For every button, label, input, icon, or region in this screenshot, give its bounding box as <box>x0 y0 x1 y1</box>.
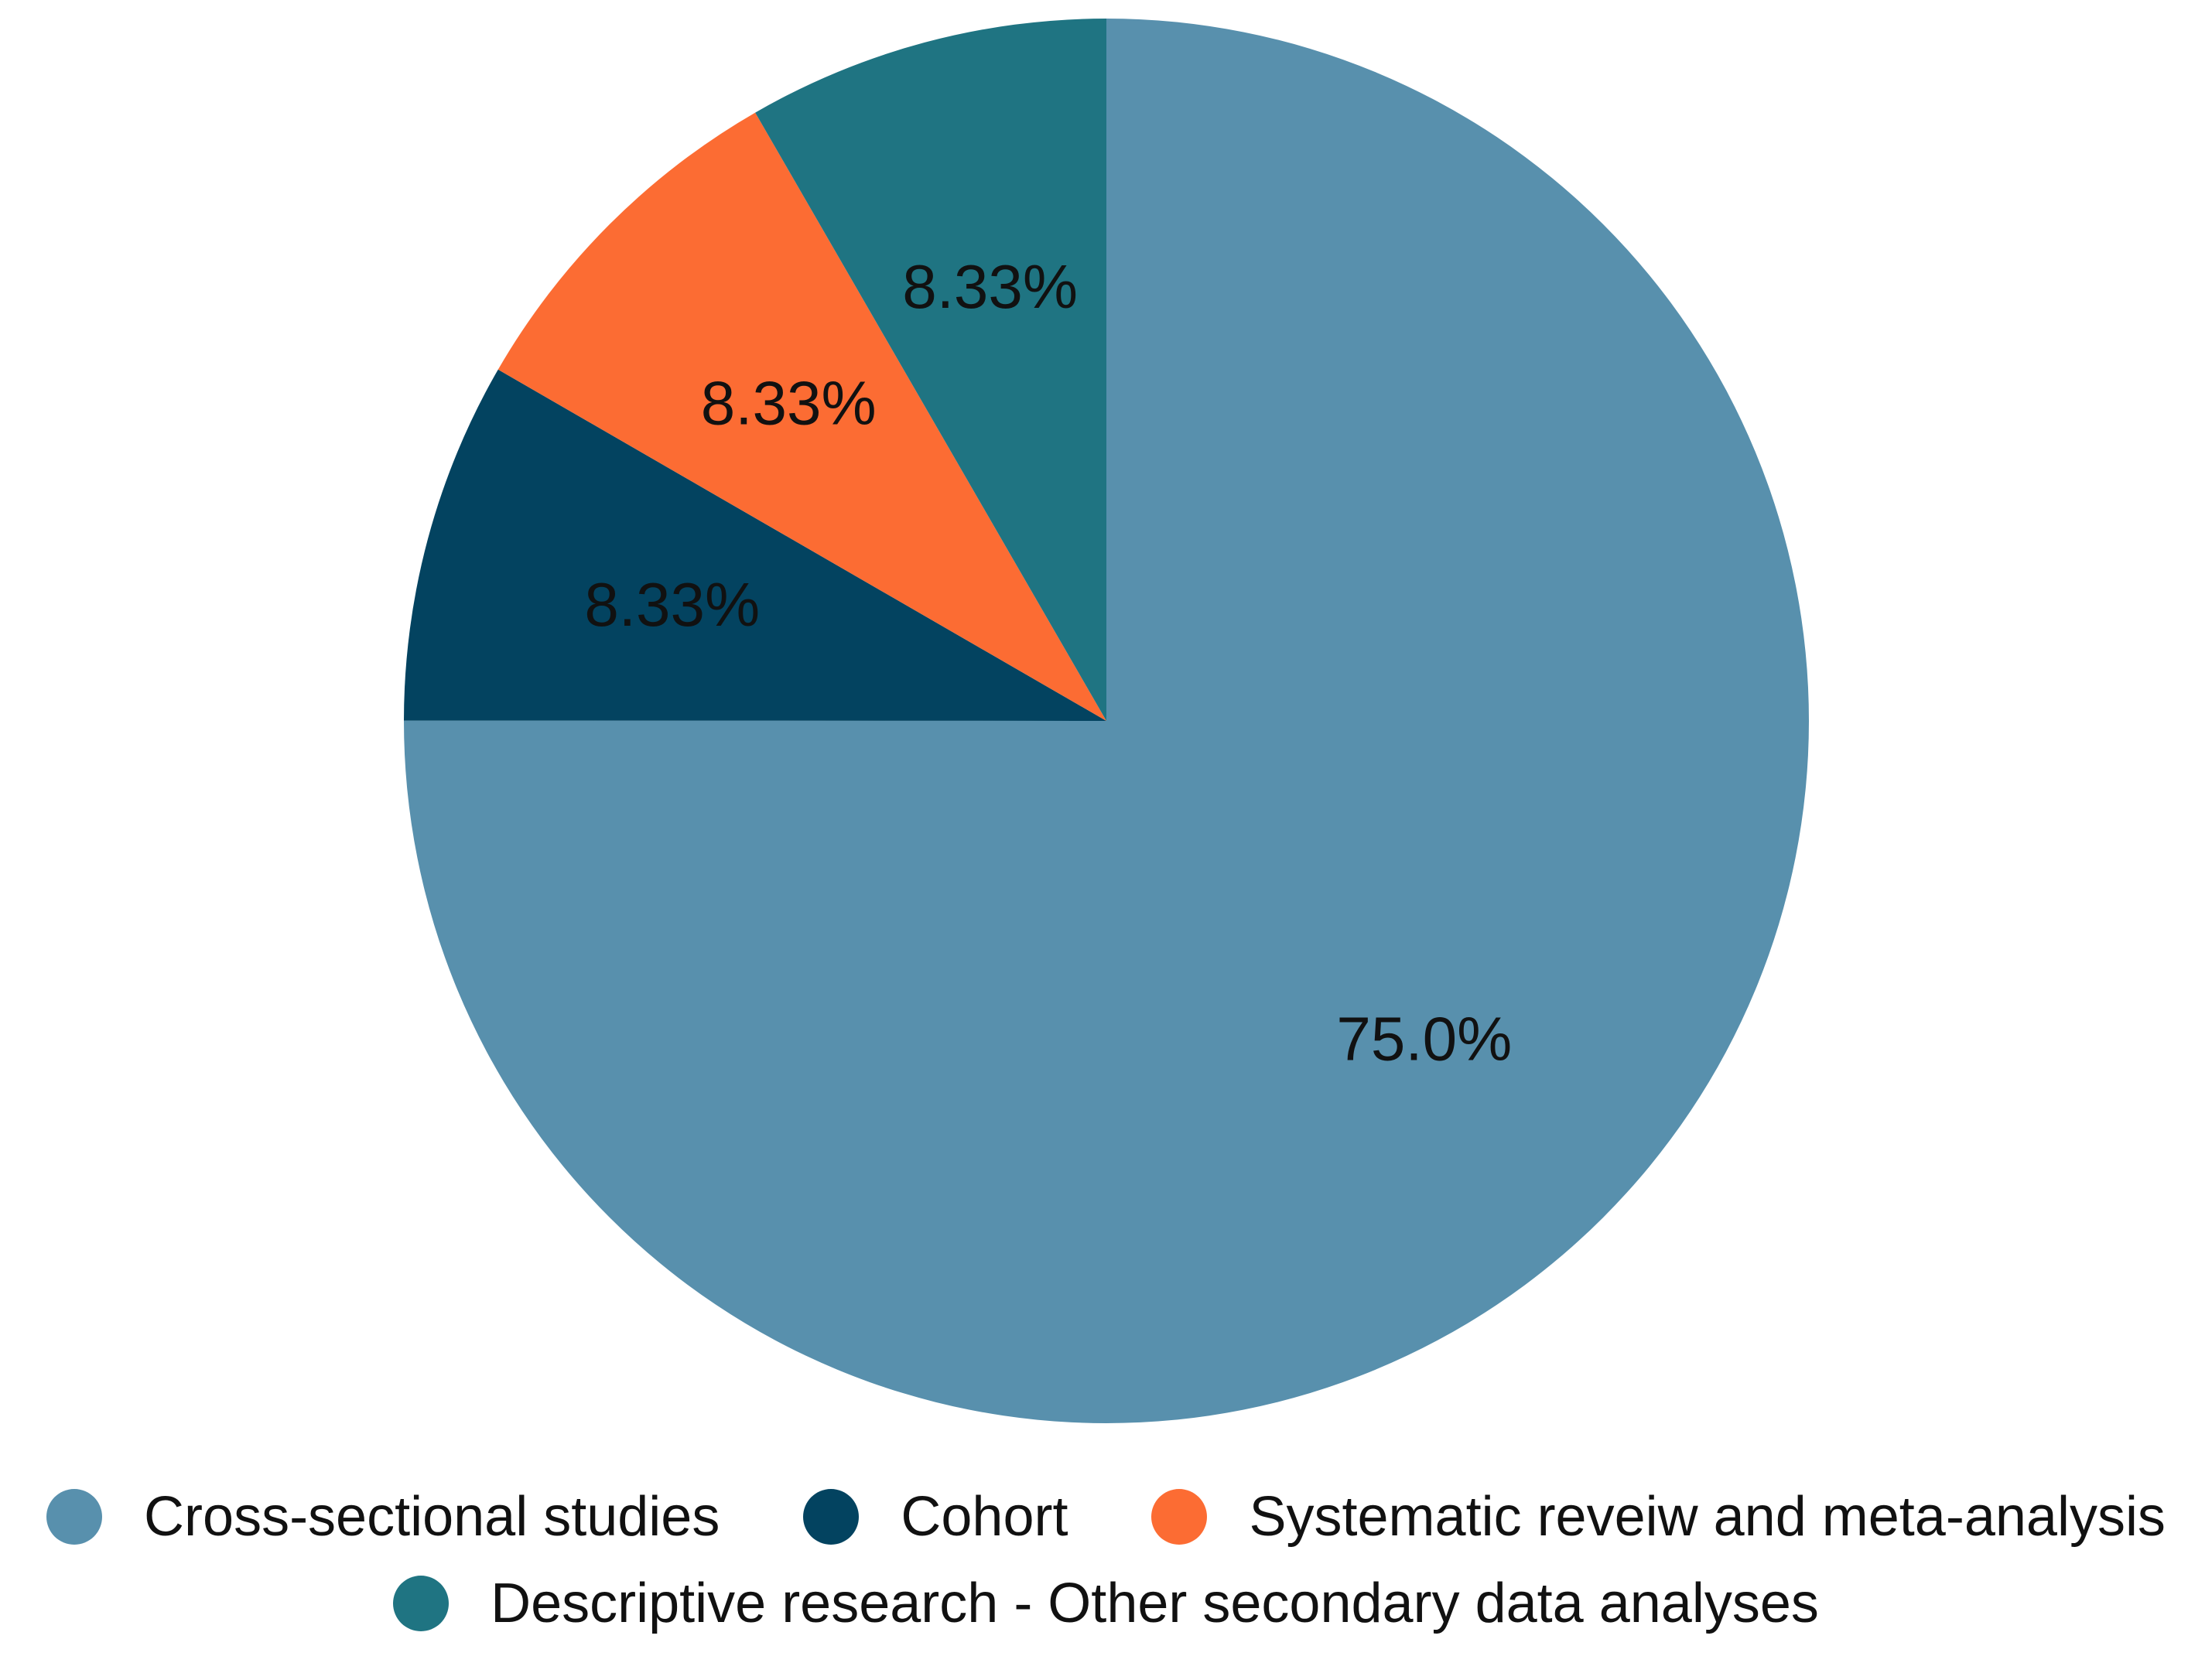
legend-label-cohort: Cohort <box>901 1486 1068 1548</box>
pie-slice-cohort <box>404 369 1106 721</box>
pie-slice-descriptive-research <box>755 19 1106 721</box>
legend-label-descriptive-research: Descriptive research - Other secondary d… <box>491 1573 1819 1634</box>
slice-value-label-cross-sectional: 75.0% <box>1336 1005 1512 1074</box>
legend-label-cross-sectional: Cross-sectional studies <box>144 1486 720 1548</box>
legend-item-systematic-review: Systematic reveiw and meta-analysis <box>1151 1485 2166 1549</box>
legend-swatch-systematic-review <box>1151 1489 1208 1545</box>
slice-value-label-systematic-review: 8.33% <box>701 368 877 437</box>
slice-value-label-descriptive-research: 8.33% <box>902 252 1078 321</box>
legend-item-descriptive-research: Descriptive research - Other secondary d… <box>393 1572 1819 1635</box>
legend-label-systematic-review: Systematic reveiw and meta-analysis <box>1249 1486 2166 1548</box>
pie-slice-systematic-review <box>497 112 1106 721</box>
legend-row-1: Cross-sectional studies Cohort Systemati… <box>0 1485 2212 1558</box>
slice-value-label-cohort: 8.33% <box>584 570 760 639</box>
legend-row-2: Descriptive research - Other secondary d… <box>0 1572 2212 1644</box>
legend-item-cross-sectional: Cross-sectional studies <box>46 1485 720 1549</box>
legend-swatch-cohort <box>803 1489 860 1545</box>
legend-item-cohort: Cohort <box>803 1485 1068 1549</box>
legend-swatch-descriptive-research <box>393 1576 450 1631</box>
legend-swatch-cross-sectional <box>46 1489 103 1545</box>
